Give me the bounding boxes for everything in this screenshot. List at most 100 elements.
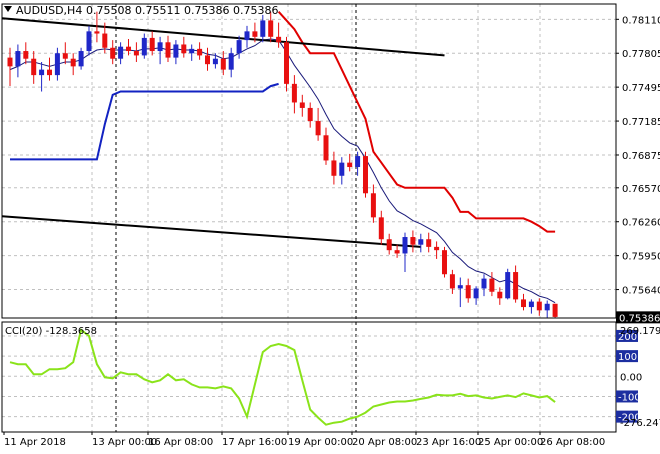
candle-body: [220, 58, 226, 70]
candle-body: [323, 135, 329, 161]
time-tick-label: 26 Apr 08:00: [540, 437, 605, 448]
time-tick-label: 17 Apr 16:00: [222, 437, 287, 448]
candle-body: [165, 42, 171, 58]
candle-body: [426, 239, 432, 247]
price-tick-label: 0.76875: [622, 151, 660, 162]
candle-body: [212, 58, 218, 65]
upper-trendline: [1, 17, 445, 57]
lower-trendline: [1, 215, 421, 248]
candle-body: [260, 20, 266, 37]
candle-body: [54, 53, 60, 76]
candle-body: [536, 301, 542, 311]
candle-body: [402, 237, 408, 254]
candle-body: [473, 288, 479, 299]
candle-body: [442, 250, 447, 275]
candle-body: [386, 239, 392, 251]
price-tick-label: 0.76260: [622, 218, 660, 229]
candle-body: [62, 53, 68, 59]
price-tick-label: 0.78110: [622, 15, 660, 26]
candle-body: [434, 246, 440, 251]
cci-level-label: -100: [618, 392, 641, 403]
candle-body: [141, 37, 147, 56]
trendlines: [1, 17, 445, 248]
channel-bands: [9, 11, 556, 304]
candle-body: [347, 162, 353, 168]
time-tick-label: 23 Apr 16:00: [416, 437, 481, 448]
price-tick-label: 0.77185: [622, 117, 660, 128]
candle-body: [181, 44, 187, 54]
candle-body: [457, 285, 463, 289]
time-tick-label: 20 Apr 08:00: [352, 437, 417, 448]
candle-body: [481, 278, 487, 289]
candle-body: [315, 121, 321, 136]
candle-body: [378, 217, 384, 240]
candle-body: [7, 57, 13, 67]
candle-body: [157, 42, 163, 52]
candle-body: [521, 299, 526, 308]
candle-body: [252, 31, 258, 37]
candle-body: [78, 51, 84, 67]
candle-body: [47, 69, 52, 76]
cci-level-label: -200: [618, 413, 641, 424]
candle-body: [284, 42, 289, 84]
cci-line: [9, 328, 556, 426]
collapse-arrow-icon[interactable]: [4, 6, 12, 12]
time-tick-label: 19 Apr 00:00: [288, 437, 353, 448]
candle-body: [410, 237, 416, 245]
cci-level-badge: [616, 350, 638, 363]
main-pane-border: [1, 3, 617, 319]
candle-body: [70, 58, 76, 67]
candle-body: [355, 156, 361, 168]
candle-body: [236, 40, 242, 54]
candle-body: [528, 301, 534, 308]
cci-level-label: 100: [618, 352, 637, 363]
cci-level-label: 0.00: [620, 372, 642, 383]
cci-level-badge: [616, 410, 638, 423]
upper-band-line: [277, 11, 556, 233]
candle-body: [31, 58, 37, 76]
candle-body: [276, 36, 282, 43]
candles: [7, 11, 558, 318]
cci-indicator: [2, 328, 616, 426]
cci-level-label: 200: [618, 332, 637, 343]
candle-body: [505, 272, 511, 299]
price-tick-label: 0.77495: [622, 83, 660, 94]
cci-max-label: 269.1796: [620, 326, 660, 337]
time-tick-label: 25 Apr 00:00: [478, 437, 543, 448]
candle-body: [23, 51, 29, 59]
candle-body: [370, 193, 376, 218]
price-tick-label: 0.75950: [622, 252, 660, 263]
ohlc-readout: 0.75508 0.75511 0.75386 0.75386: [86, 4, 278, 17]
symbol-label: AUDUSD,H4: [16, 4, 82, 17]
candle-body: [86, 31, 92, 52]
lower-band-line: [10, 82, 279, 161]
candle-body: [497, 291, 503, 299]
candle-body: [291, 83, 297, 103]
candle-body: [544, 303, 550, 311]
candle-body: [307, 107, 313, 122]
candle-body: [465, 285, 471, 299]
frame: [1, 3, 617, 433]
candle-body: [15, 51, 21, 67]
candle-body: [205, 55, 210, 65]
cci-min-label: -276.2471: [620, 418, 660, 429]
axes: 0.78110 0.77805 0.77495 0.77185 0.76875 0.765…: [3, 15, 660, 448]
candle-body: [189, 48, 195, 54]
candle-body: [94, 31, 100, 34]
candle-body: [118, 46, 124, 59]
candle-body: [299, 102, 305, 108]
candle-body: [197, 48, 203, 56]
time-tick-label: 13 Apr 00:00: [92, 437, 157, 448]
candle-body: [513, 272, 519, 300]
time-tick-label: 16 Apr 08:00: [148, 437, 213, 448]
candle-body: [244, 31, 250, 41]
price-tick-label: 0.77805: [622, 49, 660, 60]
candle-body: [173, 44, 179, 58]
price-tick-label: 0.76570: [622, 184, 660, 195]
candle-body: [363, 156, 368, 194]
candle-body: [149, 37, 155, 52]
moving-average-line: [9, 38, 556, 304]
candle-body: [133, 51, 139, 56]
